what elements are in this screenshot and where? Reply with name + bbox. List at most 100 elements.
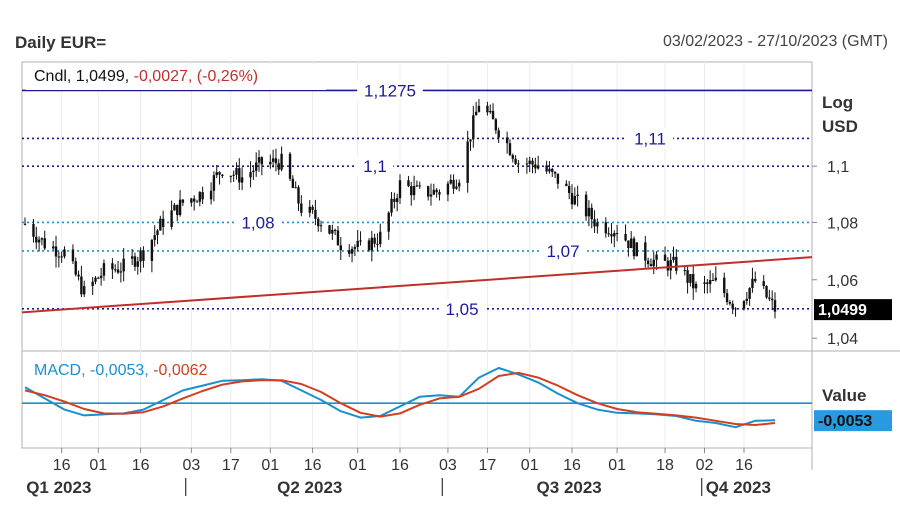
candle-body (221, 174, 224, 176)
candle-body (159, 218, 162, 231)
macd-legend-value: MACD, -0,0053, (34, 362, 153, 379)
x-tick-label-7: 01 (349, 457, 367, 474)
candle-body (610, 234, 613, 237)
candle-body (308, 206, 311, 213)
candle-body (212, 175, 216, 191)
x-tick-label-11: 01 (521, 457, 539, 474)
candle-body (60, 256, 63, 258)
x-tick-label-5: 01 (261, 457, 279, 474)
candle-body (328, 225, 331, 234)
candle-body (630, 238, 633, 249)
candle-body (573, 196, 577, 205)
candle-body (319, 225, 323, 227)
macd-scale-label-1: Value (822, 386, 866, 405)
period-label-2: Q3 2023 (537, 478, 602, 497)
candle-body (556, 173, 560, 184)
candle-body (429, 194, 433, 197)
candle-body (474, 111, 478, 116)
chart-title: Daily EUR= (15, 33, 107, 52)
candle-body (176, 204, 179, 215)
candle-body (773, 300, 777, 312)
x-tick-label-10: 17 (479, 457, 497, 474)
candle-body (576, 194, 579, 197)
x-tick-label-0: 16 (53, 457, 71, 474)
candle-body (435, 189, 438, 193)
candle-body (412, 186, 416, 196)
level-label-2: 1,1 (363, 157, 387, 176)
candle-body (136, 261, 139, 267)
price-tick-label-0: 1,04 (827, 331, 858, 348)
candle-body (201, 192, 204, 200)
candle-body (348, 250, 351, 254)
last-price-badge (814, 299, 892, 321)
candle-body (565, 183, 568, 186)
candle-body (731, 303, 734, 309)
candle-body (531, 160, 534, 165)
candle-body (511, 155, 514, 159)
candle-body (74, 261, 77, 275)
candle-body (748, 288, 751, 299)
candle-body (508, 143, 512, 156)
candle-body (672, 256, 675, 261)
candle-body (587, 207, 591, 217)
candle-body (150, 239, 154, 261)
candle-body (181, 199, 185, 203)
candle-body (83, 286, 86, 295)
price-tick-label-2: 1,08 (827, 215, 858, 232)
candle-body (271, 158, 275, 162)
candle-body (615, 233, 619, 235)
candle-body (314, 209, 317, 219)
candle-body (71, 249, 75, 262)
candle-body (257, 157, 261, 163)
legend-last: Cndl, 1,0499, (34, 68, 134, 85)
candle-body (114, 269, 117, 271)
candle-body (111, 263, 114, 270)
candle-body (215, 172, 218, 176)
candle-body (418, 185, 421, 187)
candle-body (489, 110, 492, 113)
candle-body (119, 271, 123, 273)
macd-value-badge (814, 410, 892, 432)
candle-body (23, 223, 27, 225)
candle-body (545, 165, 548, 172)
macd-series-signal (24, 371, 776, 426)
candle-body (190, 198, 193, 203)
candle-body (604, 222, 608, 234)
x-tick-label-14: 18 (656, 457, 674, 474)
candle-body (438, 192, 441, 195)
candle-body (407, 180, 410, 187)
candles (23, 99, 777, 319)
candle-body (178, 199, 182, 215)
candle-body (277, 163, 280, 170)
candle-body (122, 258, 125, 272)
candle-body (469, 139, 472, 142)
candle-body (714, 277, 717, 281)
candle-body (613, 233, 616, 237)
candle-body (387, 212, 390, 232)
last-price-label: 1,0499 (818, 302, 867, 319)
candle-body (768, 297, 771, 299)
candle-body (333, 229, 337, 231)
candle-body (466, 141, 469, 183)
candle-body (553, 171, 557, 174)
candle-body (232, 174, 235, 176)
candle-body (644, 242, 647, 261)
candle-body (627, 240, 630, 249)
x-tick-label-16: 16 (735, 457, 753, 474)
candle-body (590, 207, 593, 220)
candle-body (63, 249, 66, 257)
candle-body (356, 240, 359, 248)
candle-body (395, 198, 399, 202)
level-label-3: 1,08 (241, 213, 274, 232)
candle-body (551, 168, 554, 172)
candle-body (139, 250, 142, 262)
candle-body (255, 162, 258, 171)
candle-body (505, 137, 509, 144)
candle-body (432, 189, 436, 195)
period-label-3: Q4 2023 (706, 478, 771, 497)
candle-body (770, 298, 774, 301)
candle-body (452, 179, 455, 189)
candle-body (734, 308, 737, 310)
legend-change: -0,0027, (-0,26%) (134, 68, 259, 85)
